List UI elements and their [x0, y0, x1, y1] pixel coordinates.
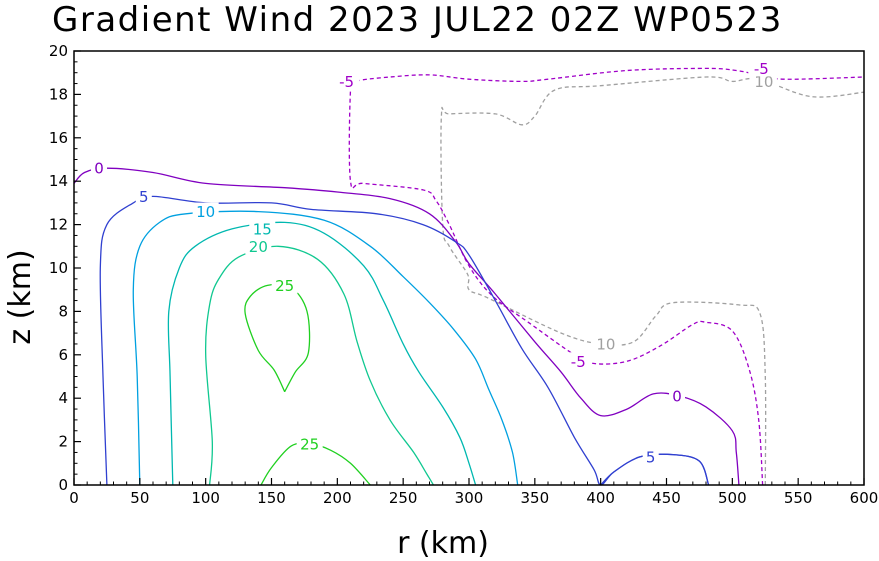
contour-label: 5 — [139, 188, 149, 206]
contour-label-bg — [271, 276, 298, 294]
y-tick-label: 10 — [49, 259, 68, 277]
y-tick-label: 16 — [49, 129, 68, 147]
contour-label-bg — [748, 59, 775, 77]
contour-label: 20 — [249, 238, 268, 256]
x-tick-label: 500 — [718, 489, 747, 507]
x-tick-label: 100 — [191, 489, 220, 507]
contour-label-bg — [245, 237, 272, 255]
contour-label-bg — [669, 387, 686, 405]
contour-lines — [73, 67, 865, 486]
contour-label-bg — [333, 72, 360, 90]
x-tick-label: 250 — [389, 489, 418, 507]
x-axis: 0 50 100 150 200 250 300 350 400 450 500 550 600 — [69, 478, 878, 507]
y-tick-label: 0 — [58, 476, 68, 494]
y-tick-label: 6 — [58, 346, 68, 364]
y-tick-label: 8 — [58, 302, 68, 320]
plot-frame — [73, 50, 865, 486]
contour-label: -5 — [339, 73, 354, 91]
y-tick-label: 4 — [58, 389, 68, 407]
contour-line-20 — [204, 245, 434, 486]
x-tick-label: 0 — [69, 489, 79, 507]
contour-label: 5 — [646, 448, 656, 466]
contour-line-0 — [73, 167, 740, 486]
y-tick-label: 20 — [49, 42, 68, 60]
x-axis-title: r (km) — [397, 526, 489, 561]
y-axis-title: z (km) — [3, 249, 38, 344]
x-tick-label: 300 — [455, 489, 484, 507]
contour-label-bg — [296, 434, 323, 452]
contour-label: 25 — [275, 277, 294, 295]
contour-label-bg — [565, 352, 592, 370]
contour-line-10 — [132, 210, 519, 486]
x-tick-label: 550 — [784, 489, 813, 507]
y-axis: 0 2 4 6 8 10 12 14 16 18 20 — [49, 42, 81, 494]
contour-line-neg5 — [348, 67, 865, 486]
x-tick-label: 150 — [257, 489, 286, 507]
contour-line-25 — [244, 283, 311, 392]
chart-title: Gradient Wind 2023 JUL22 02Z WP0523 — [52, 0, 783, 40]
contour-label: 10 — [196, 203, 215, 221]
contour-label-bg — [750, 72, 777, 90]
y-tick-label: 18 — [49, 85, 68, 103]
contour-label-bg — [642, 447, 659, 465]
contour-label: 15 — [253, 220, 272, 238]
y-tick-label: 2 — [58, 433, 68, 451]
contour-line-15 — [167, 221, 477, 486]
contour-label: -5 — [571, 353, 586, 371]
contour-label-bg — [592, 334, 619, 352]
contour-label: 10 — [754, 73, 773, 91]
contour-label: 10 — [596, 335, 615, 353]
x-tick-label: 50 — [130, 489, 149, 507]
x-tick-label: 450 — [652, 489, 681, 507]
contour-label-bg — [249, 219, 276, 237]
x-tick-label: 350 — [521, 489, 550, 507]
y-tick-label: 14 — [49, 172, 68, 190]
contour-label-bg — [91, 159, 108, 177]
y-tick-label: 12 — [49, 216, 68, 234]
x-tick-label: 600 — [850, 489, 879, 507]
contour-label-bg — [192, 202, 219, 220]
x-tick-label: 200 — [323, 489, 352, 507]
contour-label: 25 — [300, 435, 319, 453]
contour-label: -5 — [754, 60, 769, 78]
contour-line-neg10 — [440, 76, 865, 486]
x-tick-label: 400 — [586, 489, 615, 507]
contour-label: 0 — [672, 388, 682, 406]
contour-label-bg — [135, 187, 152, 205]
contour-label: 0 — [94, 160, 104, 178]
